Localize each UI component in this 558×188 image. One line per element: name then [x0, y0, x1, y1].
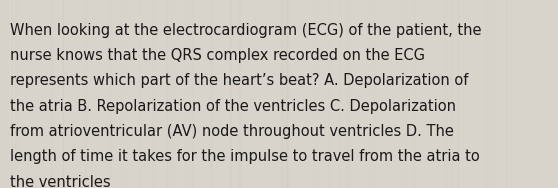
Text: the atria B. Repolarization of the ventricles C. Depolarization: the atria B. Repolarization of the ventr…	[10, 99, 456, 114]
Text: nurse knows that the QRS complex recorded on the ECG: nurse knows that the QRS complex recorde…	[10, 48, 425, 63]
Text: represents which part of the heart’s beat? A. Depolarization of: represents which part of the heart’s bea…	[10, 73, 468, 88]
Text: the ventricles: the ventricles	[10, 175, 110, 188]
Text: from atrioventricular (AV) node throughout ventricles D. The: from atrioventricular (AV) node througho…	[10, 124, 454, 139]
Text: When looking at the electrocardiogram (ECG) of the patient, the: When looking at the electrocardiogram (E…	[10, 23, 482, 38]
Text: length of time it takes for the impulse to travel from the atria to: length of time it takes for the impulse …	[10, 149, 480, 164]
